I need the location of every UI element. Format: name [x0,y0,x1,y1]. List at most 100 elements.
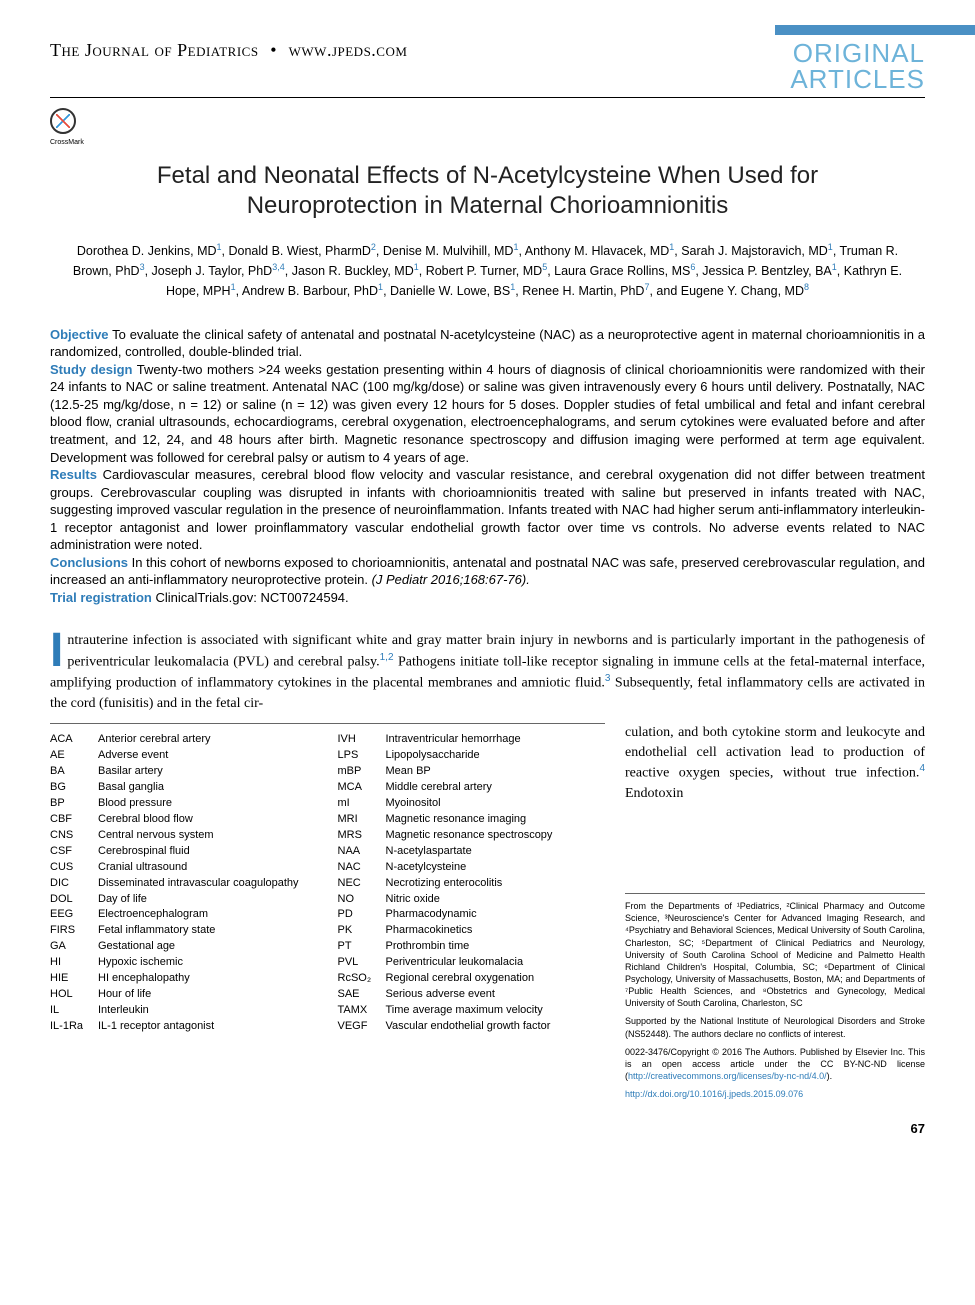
abbrev-key: DIC [50,876,98,892]
author: Laura Grace Rollins, MS [554,264,690,278]
abbrev-key: CNS [50,828,98,844]
author: Robert P. Turner, MD [426,264,543,278]
abstract-design: Study design Twenty-two mothers >24 week… [50,361,925,466]
section-label-line2: ARTICLES [790,66,925,92]
abbrev-key: PD [338,907,386,923]
abbreviation-table: ACAAnterior cerebral arteryAEAdverse eve… [50,723,605,1106]
abbrev-row: GAGestational age [50,939,318,955]
abbrev-key: HOL [50,987,98,1003]
author-affil-sup: 6 [690,262,695,272]
license-link[interactable]: http://creativecommons.org/licenses/by-n… [628,1071,827,1081]
abbrev-val: Pharmacodynamic [386,907,606,923]
abbrev-val: Pharmacokinetics [386,923,606,939]
abbrev-val: Periventricular leukomalacia [386,955,606,971]
author-affil-sup: 1 [378,282,383,292]
abbrev-row: IVHIntraventricular hemorrhage [338,732,606,748]
abbrev-row: SAESerious adverse event [338,987,606,1003]
abbrev-row: CBFCerebral blood flow [50,812,318,828]
abbrev-key: BA [50,764,98,780]
author-affil-sup: 7 [644,282,649,292]
abs-head-results: Results [50,467,97,482]
abbrev-key: CBF [50,812,98,828]
author: Jason R. Buckley, MD [292,264,414,278]
doi-link[interactable]: http://dx.doi.org/10.1016/j.jpeds.2015.0… [625,1088,925,1100]
abbrev-val: Cerebral blood flow [98,812,318,828]
abbrev-key: EEG [50,907,98,923]
abbrev-val: Electroencephalogram [98,907,318,923]
author-affil-sup: 3 [140,262,145,272]
body-p2a: culation, and both cytokine storm and le… [625,725,925,781]
abbrev-val: Fetal inflammatory state [98,923,318,939]
ref-4[interactable]: 4 [919,763,925,774]
page-header: The Journal of Pediatrics • www.jpeds.co… [50,40,925,98]
abbrev-row: PTProthrombin time [338,939,606,955]
abbrev-val: Magnetic resonance imaging [386,812,606,828]
abbrev-val: Lipopolysaccharide [386,748,606,764]
abbrev-key: FIRS [50,923,98,939]
abbrev-row: MRIMagnetic resonance imaging [338,812,606,828]
abbrev-key: PK [338,923,386,939]
abbrev-key: NAA [338,844,386,860]
author: Anthony M. Hlavacek, MD [525,244,670,258]
abbrev-key: MCA [338,780,386,796]
author-affil-sup: 1 [513,242,518,252]
abbrev-val: Serious adverse event [386,987,606,1003]
abbrev-key: NAC [338,860,386,876]
section-accent-bar [775,25,975,35]
abstract-trial: Trial registration ClinicalTrials.gov: N… [50,589,925,607]
right-column: culation, and both cytokine storm and le… [625,723,925,1106]
abbrev-val: Necrotizing enterocolitis [386,876,606,892]
abbrev-val: Day of life [98,892,318,908]
abs-citation: (J Pediatr 2016;168:67-76). [372,572,530,587]
abs-text-trial: ClinicalTrials.gov: NCT00724594. [152,590,349,605]
crossmark-label: CrossMark [50,139,925,146]
abbrev-key: PVL [338,955,386,971]
author-affil-sup: 1 [217,242,222,252]
abbrev-row: NONitric oxide [338,892,606,908]
author: Donald B. Wiest, PharmD [228,244,370,258]
abbrev-val: Anterior cerebral artery [98,732,318,748]
lower-section: ACAAnterior cerebral arteryAEAdverse eve… [50,723,925,1106]
abs-text-results: Cardiovascular measures, cerebral blood … [50,467,925,552]
abbrev-row: MCAMiddle cerebral artery [338,780,606,796]
abbrev-val: Interleukin [98,1003,318,1019]
author: Sarah J. Majstoravich, MD [681,244,828,258]
abbrev-key: GA [50,939,98,955]
dropcap: I [50,631,67,671]
abbrev-val: IL-1 receptor antagonist [98,1019,318,1035]
abbrev-row: ILInterleukin [50,1003,318,1019]
abbrev-val: Vascular endothelial growth factor [386,1019,606,1035]
abs-head-design: Study design [50,362,133,377]
ref-1-2[interactable]: 1,2 [380,652,394,663]
section-tag: ORIGINAL ARTICLES [790,40,925,92]
abbrev-key: IL-1Ra [50,1019,98,1035]
author-affil-sup: 1 [669,242,674,252]
author: Denise M. Mulvihill, MD [383,244,514,258]
abbrev-val: Cranial ultrasound [98,860,318,876]
abs-text-objective: To evaluate the clinical safety of anten… [50,327,925,360]
abbrev-row: BPBlood pressure [50,796,318,812]
journal-brand: The Journal of Pediatrics • www.jpeds.co… [50,40,407,61]
abs-text-design: Twenty-two mothers >24 weeks gestation p… [50,362,925,465]
abbrev-key: BG [50,780,98,796]
close-paren: ). [827,1071,833,1081]
abbrev-val: Gestational age [98,939,318,955]
abbrev-val: Disseminated intravascular coagulopathy [98,876,318,892]
author: Joseph J. Taylor, PhD [152,264,273,278]
abbrev-key: MRI [338,812,386,828]
author-affil-sup: 3,4 [272,262,285,272]
author-list: Dorothea D. Jenkins, MD1, Donald B. Wies… [70,241,905,301]
abbrev-row: HOLHour of life [50,987,318,1003]
abbrev-row: LPSLipopolysaccharide [338,748,606,764]
abbrev-val: Middle cerebral artery [386,780,606,796]
journal-site[interactable]: www.jpeds.com [289,40,408,60]
abbrev-key: HIE [50,971,98,987]
abbrev-row: NAAN-acetylaspartate [338,844,606,860]
abbrev-row: EEGElectroencephalogram [50,907,318,923]
abbrev-val: Prothrombin time [386,939,606,955]
page-number: 67 [50,1121,925,1136]
crossmark-badge[interactable]: CrossMark [50,108,925,146]
abs-head-objective: Objective [50,327,109,342]
abs-head-trial: Trial registration [50,590,152,605]
abbrev-key: VEGF [338,1019,386,1035]
